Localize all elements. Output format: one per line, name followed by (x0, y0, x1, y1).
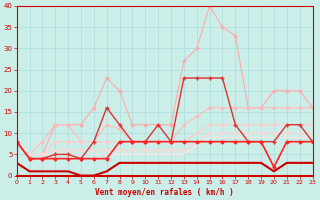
X-axis label: Vent moyen/en rafales ( km/h ): Vent moyen/en rafales ( km/h ) (95, 188, 234, 197)
